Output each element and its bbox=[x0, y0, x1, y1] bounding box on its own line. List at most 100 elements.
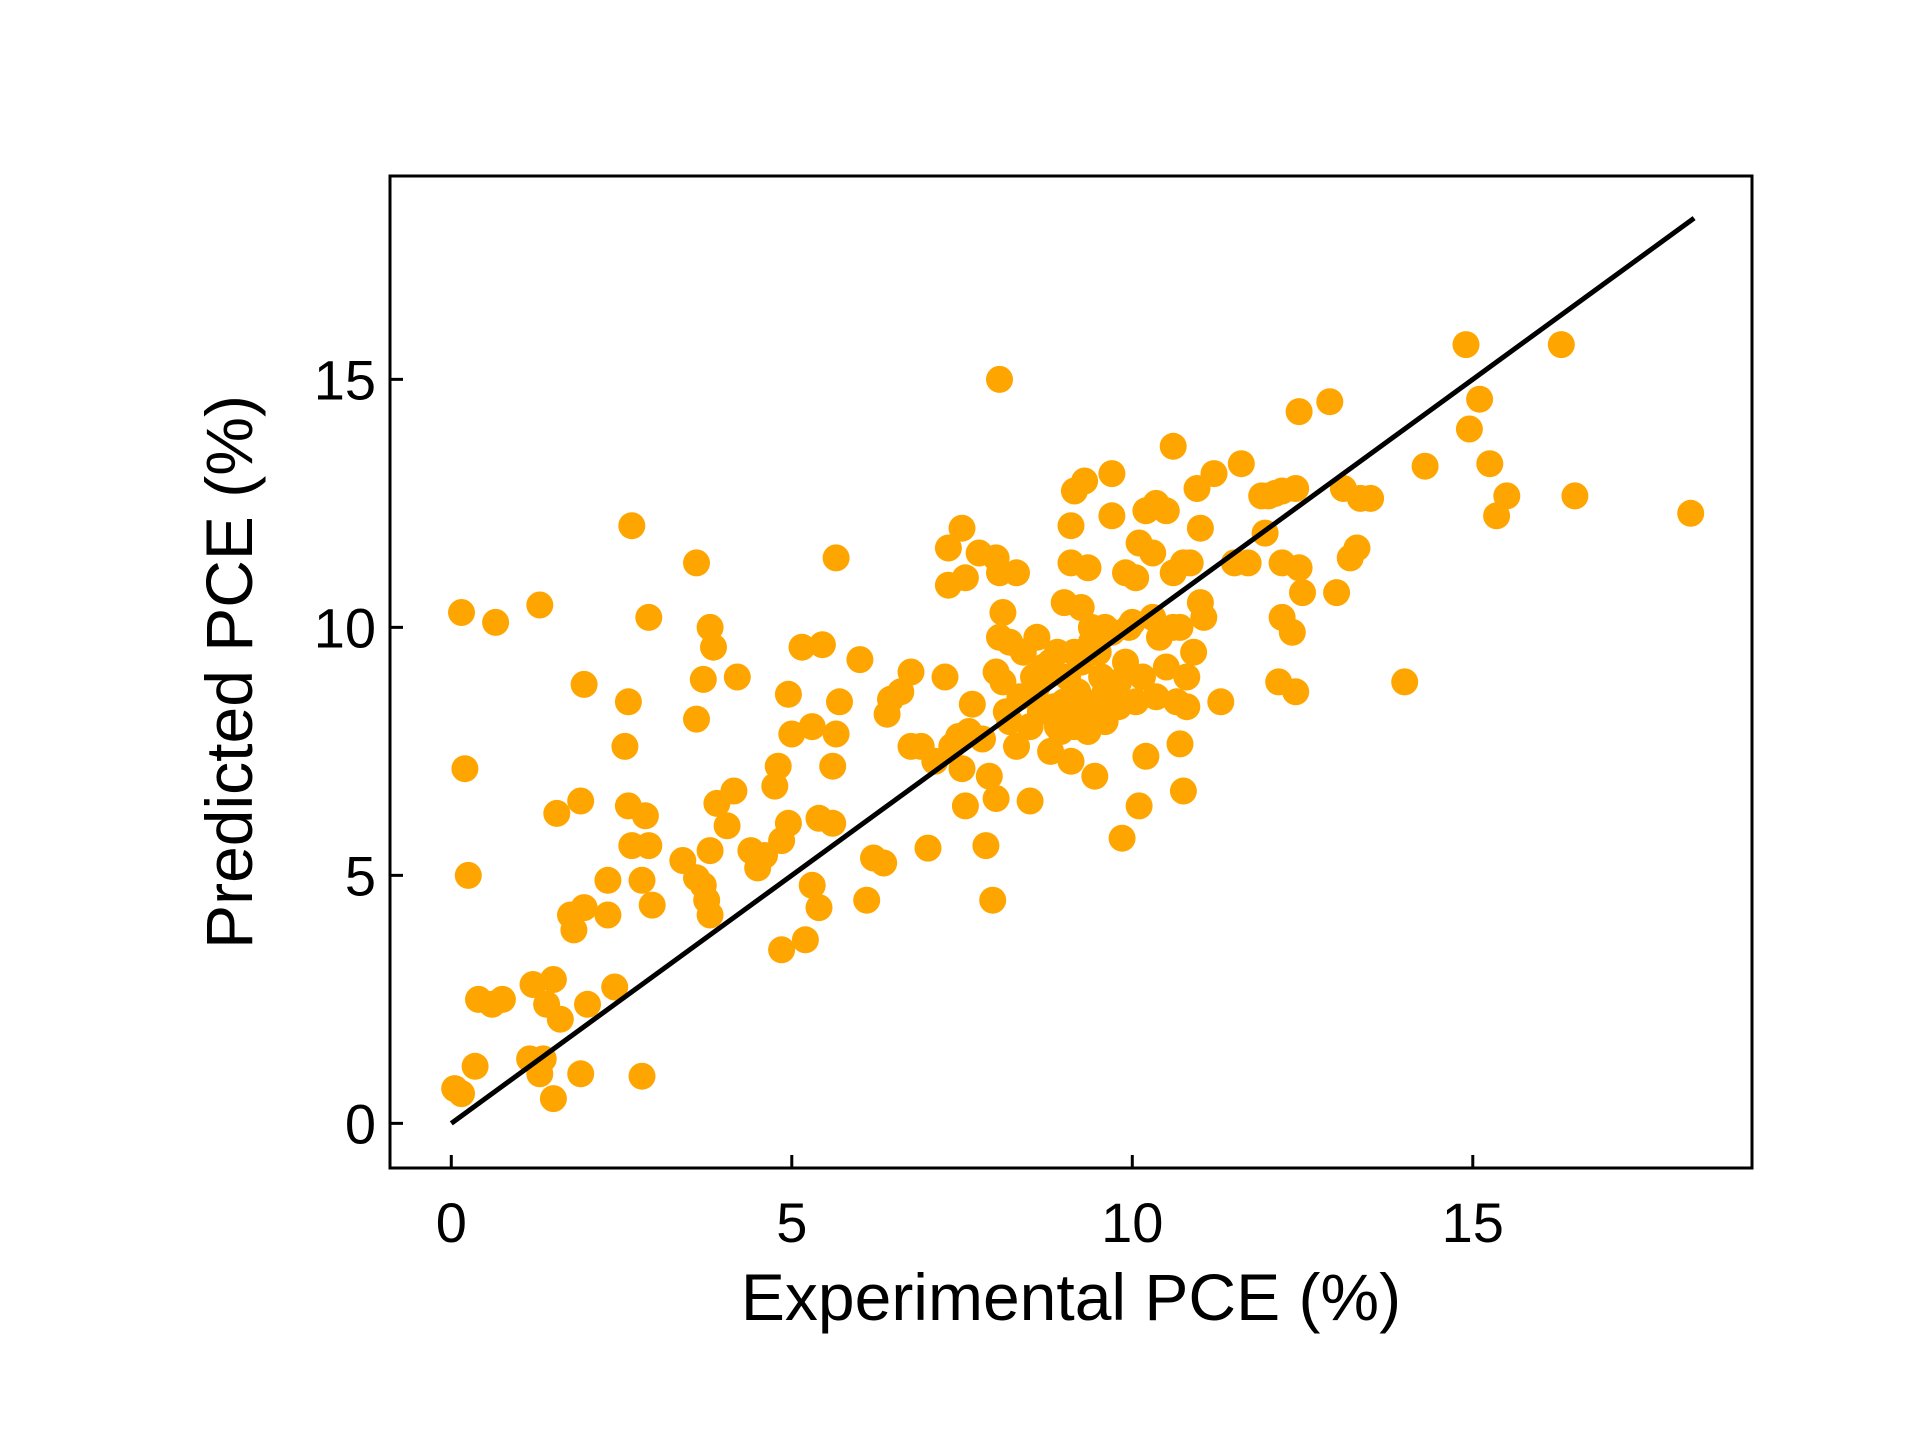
y-axis-label: Predicted PCE (%) bbox=[192, 395, 266, 949]
data-point bbox=[1098, 460, 1126, 488]
data-point bbox=[451, 755, 479, 783]
data-point bbox=[454, 861, 482, 889]
data-point bbox=[1180, 638, 1208, 666]
data-point bbox=[798, 713, 826, 741]
y-tick-label: 0 bbox=[345, 1092, 376, 1155]
data-point bbox=[1067, 594, 1095, 621]
data-point bbox=[822, 720, 850, 748]
data-point bbox=[1139, 539, 1167, 567]
data-point bbox=[1098, 502, 1126, 530]
x-tick-label: 0 bbox=[436, 1191, 467, 1254]
data-point bbox=[1081, 762, 1109, 790]
data-point bbox=[1122, 564, 1150, 592]
data-point bbox=[1677, 499, 1705, 527]
data-point bbox=[1323, 579, 1351, 607]
data-point bbox=[986, 365, 1013, 393]
data-point bbox=[448, 599, 475, 626]
x-axis-label: Experimental PCE (%) bbox=[741, 1260, 1401, 1334]
data-point bbox=[1166, 613, 1194, 641]
data-point bbox=[570, 670, 598, 698]
data-point bbox=[1169, 777, 1197, 805]
data-point bbox=[846, 646, 874, 674]
data-point bbox=[1132, 742, 1160, 770]
x-tick-label: 10 bbox=[1101, 1191, 1163, 1254]
data-point bbox=[934, 534, 962, 562]
data-point bbox=[1173, 663, 1201, 691]
data-point bbox=[989, 599, 1017, 626]
data-point bbox=[948, 514, 976, 542]
data-point bbox=[791, 926, 819, 954]
data-point bbox=[1091, 678, 1119, 706]
data-point bbox=[1282, 678, 1310, 706]
data-point bbox=[1316, 388, 1344, 416]
plot-area-frame bbox=[388, 174, 1754, 1170]
data-point bbox=[689, 665, 717, 693]
data-point bbox=[819, 752, 847, 780]
data-point bbox=[560, 916, 588, 944]
data-point bbox=[683, 705, 710, 733]
reference-line bbox=[449, 216, 1696, 1126]
data-point bbox=[808, 631, 836, 659]
data-point bbox=[1483, 502, 1511, 530]
data-point bbox=[951, 564, 979, 592]
data-point bbox=[774, 809, 802, 837]
data-point bbox=[1057, 747, 1085, 775]
data-point bbox=[1207, 688, 1235, 716]
data-point bbox=[696, 901, 724, 929]
data-point bbox=[897, 658, 925, 686]
data-point bbox=[798, 871, 826, 899]
data-point bbox=[1020, 663, 1047, 691]
data-point bbox=[482, 608, 510, 636]
x-tick-label: 15 bbox=[1442, 1191, 1504, 1254]
data-point bbox=[723, 663, 751, 691]
data-point bbox=[618, 512, 646, 540]
data-point bbox=[972, 832, 1000, 860]
data-point bbox=[1289, 579, 1316, 607]
data-point bbox=[853, 886, 881, 914]
data-point bbox=[979, 886, 1007, 914]
data-point bbox=[1278, 618, 1306, 646]
data-point bbox=[764, 752, 792, 780]
data-point bbox=[594, 901, 622, 929]
data-point bbox=[1129, 663, 1156, 691]
data-point bbox=[567, 787, 595, 815]
data-point bbox=[1176, 549, 1204, 577]
data-point bbox=[1547, 331, 1575, 359]
data-point bbox=[635, 603, 663, 631]
data-point bbox=[1493, 482, 1521, 510]
data-point bbox=[788, 633, 816, 661]
data-point bbox=[778, 720, 806, 748]
data-point bbox=[574, 990, 601, 1018]
data-point bbox=[696, 837, 724, 865]
data-point bbox=[819, 809, 847, 837]
data-point bbox=[1152, 497, 1180, 525]
data-point bbox=[1285, 398, 1313, 426]
y-tick-label: 15 bbox=[314, 348, 376, 411]
y-tick-label: 5 bbox=[345, 844, 376, 907]
data-point bbox=[1200, 460, 1228, 488]
data-point bbox=[1003, 559, 1030, 587]
data-point bbox=[614, 688, 642, 716]
data-point bbox=[611, 732, 639, 760]
data-point bbox=[1452, 331, 1480, 359]
data-point bbox=[1016, 787, 1044, 815]
data-point bbox=[1071, 467, 1099, 495]
data-point bbox=[1343, 534, 1371, 562]
data-point bbox=[1125, 792, 1153, 820]
data-point bbox=[461, 1052, 489, 1080]
data-point bbox=[1268, 477, 1296, 505]
data-point bbox=[1074, 554, 1102, 582]
data-point bbox=[826, 688, 853, 716]
data-point bbox=[700, 633, 727, 661]
data-point bbox=[543, 799, 571, 827]
data-point bbox=[1285, 554, 1313, 582]
data-point bbox=[1077, 613, 1105, 641]
data-point bbox=[805, 894, 833, 922]
data-point bbox=[1060, 638, 1088, 666]
axis-ticks: 0 5 10 15 0 5 10 15 bbox=[314, 348, 1504, 1254]
data-point bbox=[638, 891, 666, 919]
data-point bbox=[1026, 698, 1054, 726]
